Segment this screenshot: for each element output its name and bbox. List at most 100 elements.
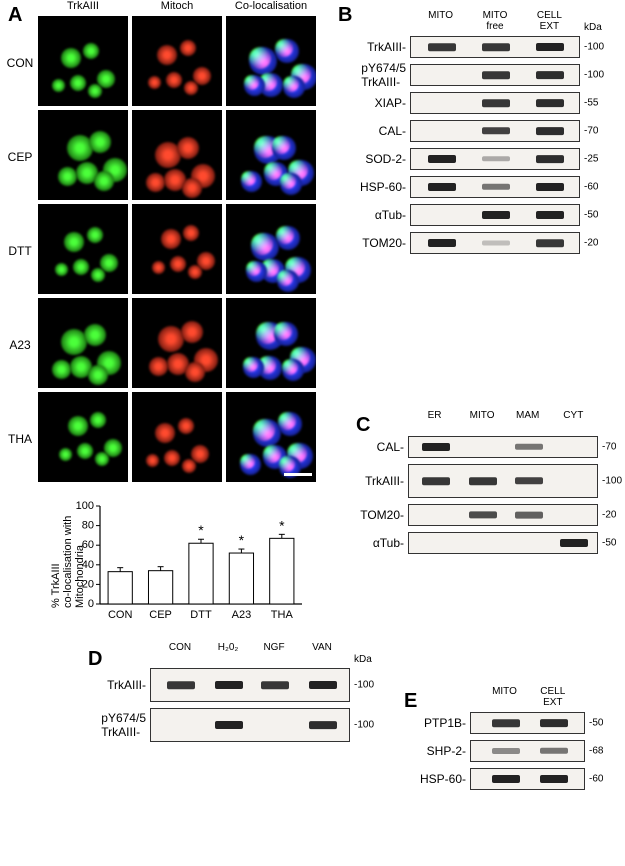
kda-label: -60 [589,774,603,785]
bar [108,572,132,604]
kda-label: -70 [602,442,616,453]
mitoch-image [132,110,222,200]
lane-header: MITOfree [475,10,515,32]
kda-label: -100 [354,680,374,691]
scale-bar [284,473,312,476]
blot-protein-label: TrkAIII- [367,40,406,54]
kda-label: -20 [602,510,616,521]
blot-membrane [410,92,580,114]
blot-band [536,239,564,247]
merge-image [226,298,316,388]
kda-label: -20 [584,238,598,249]
blot-row: TrkAIII--100 [150,668,350,702]
blot-membrane [410,176,580,198]
blot-band [492,719,520,727]
blot-band [422,477,450,485]
panel-b-blots: MITOMITOfreeCELLEXTkDaTrkAIII--100pY674/… [410,36,580,260]
kda-label: -100 [584,70,604,81]
lane-header: MITO [462,410,502,421]
panel-e-label: E [404,690,417,713]
blot-band [536,183,564,191]
trka-image [38,392,128,482]
mitoch-image [132,298,222,388]
panel-d-label: D [88,648,102,671]
lane-header: MITO [485,686,525,697]
trka-image [38,16,128,106]
blot-membrane [150,668,350,702]
panel-d-blots: CONH₂0₂NGFVANkDaTrkAIII--100pY674/5TrkAI… [150,668,350,748]
blot-membrane [410,64,580,86]
blot-protein-label: HSP-60- [360,180,406,194]
panel-e-blots: MITOCELLEXTPTP1B--50SHP-2--68HSP-60--60 [470,712,585,796]
blot-band [536,211,564,219]
lane-header: MAM [508,410,548,421]
xtick-label: CON [108,609,133,621]
blot-band [482,99,510,107]
bar [148,571,172,604]
bar [229,553,253,604]
lane-header: ER [415,410,455,421]
panel-c-blots: ERMITOMAMCYTCAL--70TrkAIII--100TOM20--20… [408,436,598,560]
panel-a-row-label: DTT [4,244,36,258]
blot-band [482,71,510,79]
blot-row: αTub--50 [410,204,580,226]
blot-band [515,477,543,484]
significance-star: * [198,522,204,538]
blot-row: TOM20--20 [410,232,580,254]
blot-protein-label: PTP1B- [424,716,466,730]
blot-row: TOM20--20 [408,504,598,526]
blot-band [492,775,520,783]
blot-protein-label: pY674/5TrkAIII- [101,711,146,739]
blot-row: TrkAIII--100 [408,464,598,498]
blot-band [536,99,564,107]
blot-protein-label: TOM20- [360,508,404,522]
ytick-label: 100 [76,500,94,512]
blot-protein-label: SHP-2- [427,744,466,758]
blot-band [428,183,456,191]
kda-label: -55 [584,98,598,109]
blot-band [428,43,456,51]
blot-row: CAL--70 [408,436,598,458]
blot-band [515,444,543,450]
blot-row: pY674/5TrkAIII--100 [410,64,580,86]
blot-row: SOD-2--25 [410,148,580,170]
colocalisation-barchart: % TrkAIIIco-localisation withMitochondri… [58,498,308,618]
ytick-label: 0 [88,598,94,610]
blot-protein-label: SOD-2- [365,152,406,166]
mitoch-image [132,204,222,294]
blot-band [215,681,243,689]
blot-row: HSP-60--60 [410,176,580,198]
xtick-label: DTT [190,609,212,621]
blot-protein-label: CAL- [377,440,404,454]
blot-band [492,748,520,754]
blot-protein-label: TrkAIII- [365,474,404,488]
microscopy-grid [38,16,316,482]
blot-band [536,71,564,79]
blot-band [309,681,337,689]
trka-image [38,204,128,294]
merge-image [226,392,316,482]
kda-label: -50 [602,538,616,549]
kda-label: -50 [589,718,603,729]
panel-c-label: C [356,414,370,437]
xtick-label: THA [271,609,294,621]
blot-band [482,127,510,134]
kda-label: -100 [584,42,604,53]
kda-label: -100 [602,476,622,487]
kda-header: kDa [584,22,602,33]
blot-band [428,155,456,163]
lane-header: CYT [553,410,593,421]
blot-band [482,43,510,51]
blot-band [422,443,450,451]
blot-membrane [150,708,350,742]
panel-a-col-header: Mitoch [132,0,222,12]
blot-band [482,184,510,190]
panel-a-row-label: THA [4,432,36,446]
panel-a-row-label: CEP [4,150,36,164]
bar [189,543,213,604]
blot-row: HSP-60--60 [470,768,585,790]
blot-membrane [410,120,580,142]
xtick-label: CEP [149,609,172,621]
panel-a-row-label: CON [4,56,36,70]
blot-row: PTP1B--50 [470,712,585,734]
